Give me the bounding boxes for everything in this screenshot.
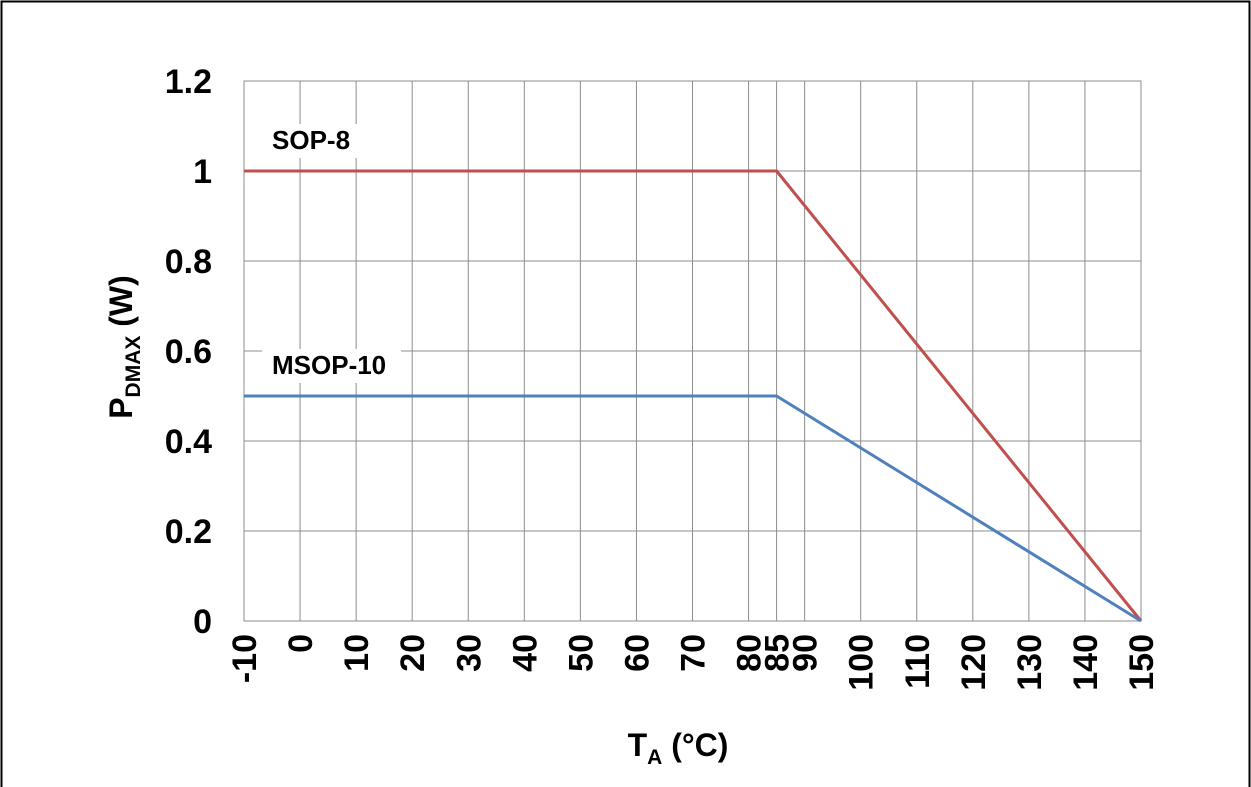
series-label-background (262, 349, 401, 383)
y-tick-label: 1 (193, 153, 212, 191)
x-tick-label: 10 (338, 634, 376, 672)
y-tick-label: 0 (193, 603, 212, 641)
x-tick-label: 40 (506, 634, 544, 672)
x-tick-label: 100 (843, 634, 881, 691)
y-axis-title-sub: DMAX (122, 336, 145, 398)
y-tick-labels: 0 0.2 0.4 0.6 0.8 1 1.2 (165, 63, 212, 641)
y-axis-title: PDMAX (W) (103, 275, 145, 419)
x-tick-label: 130 (1011, 634, 1049, 691)
x-tick-label: 150 (1123, 634, 1161, 691)
x-axis-title-unit: (°C) (662, 727, 728, 763)
x-axis-title-sub: A (647, 746, 662, 769)
series-line-msop-10 (244, 394, 1142, 623)
series-label-sop-8: SOP-8 (272, 125, 350, 155)
plot-border (243, 80, 1142, 622)
y-axis-title-main: P (103, 397, 139, 418)
y-tick-label: 0.8 (165, 243, 212, 281)
series-label-msop-10: MSOP-10 (272, 350, 386, 380)
x-tick-label: 85 (759, 634, 797, 672)
y-tick-label: 0.2 (165, 513, 212, 551)
x-axis-title: TA (°C) (628, 727, 729, 769)
x-tick-label: 80 (731, 634, 769, 672)
y-axis-title-unit: (W) (103, 275, 139, 335)
series-lines (244, 169, 1143, 623)
x-tick-label: 0 (282, 634, 320, 653)
x-tick-label: 140 (1067, 634, 1105, 691)
x-tick-label: 90 (787, 634, 825, 672)
x-tick-label: 110 (899, 634, 937, 689)
series-label-background (262, 124, 367, 158)
x-tick-label: 120 (955, 634, 993, 691)
y-tick-label: 1.2 (165, 63, 212, 101)
x-tick-label: 60 (618, 634, 656, 672)
x-axis-title-main: T (628, 727, 648, 763)
x-tick-label: 70 (675, 634, 713, 672)
y-tick-label: 0.6 (165, 333, 212, 371)
x-tick-label: 50 (562, 634, 600, 672)
x-tick-label: -10 (226, 634, 264, 683)
series-line-sop-8 (244, 169, 1143, 622)
x-tick-label: 20 (394, 634, 432, 672)
x-tick-label: 30 (450, 634, 488, 672)
y-tick-label: 0.4 (165, 423, 212, 461)
series-labels: SOP-8 MSOP-10 (262, 124, 401, 383)
